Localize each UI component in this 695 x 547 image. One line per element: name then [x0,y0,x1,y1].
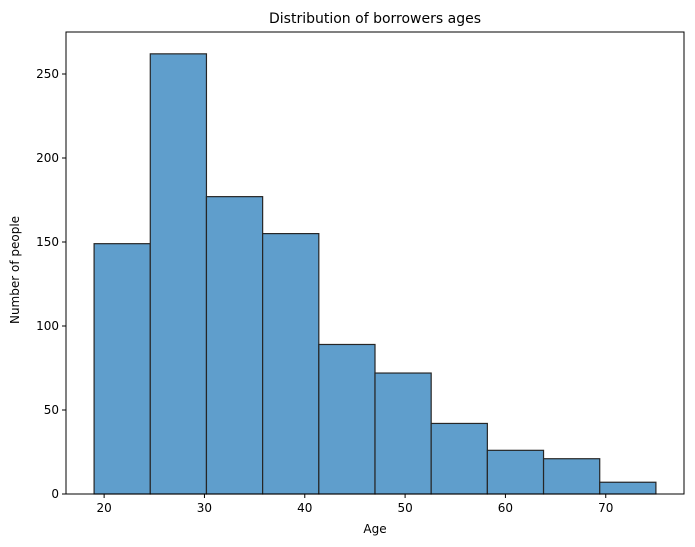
y-tick-label: 50 [44,403,59,417]
histogram-bar [542,458,601,495]
x-tick-label: 60 [498,501,513,515]
y-tick-label: 150 [36,235,59,249]
y-tick-label: 250 [36,67,59,81]
x-tick-label: 20 [96,501,111,515]
histogram-bar [374,372,432,495]
y-tick-label: 200 [36,151,59,165]
y-tick-label: 0 [51,487,59,501]
histogram-bar [262,233,320,495]
chart-title: Distribution of borrowers ages [269,11,481,27]
x-tick-label: 30 [197,501,212,515]
axes-group: 20 30 40 50 60 70 0 50 100 150 200 250 [36,31,685,515]
x-axis-label: Age [363,522,386,536]
x-tick-label: 40 [297,501,312,515]
histogram-bar [486,449,545,495]
y-axis-label: Number of people [8,216,22,324]
x-tick-label: 70 [598,501,613,515]
histogram-bar [599,481,657,495]
histogram-bar [93,243,151,495]
histogram-bar [149,53,208,495]
plot-frame [65,31,685,495]
histogram-bar [205,196,264,495]
histogram-bar [318,343,376,495]
x-tick-label: 50 [397,501,412,515]
y-tick-label: 100 [36,319,59,333]
bars-group [93,53,657,495]
histogram-bar [430,422,488,495]
